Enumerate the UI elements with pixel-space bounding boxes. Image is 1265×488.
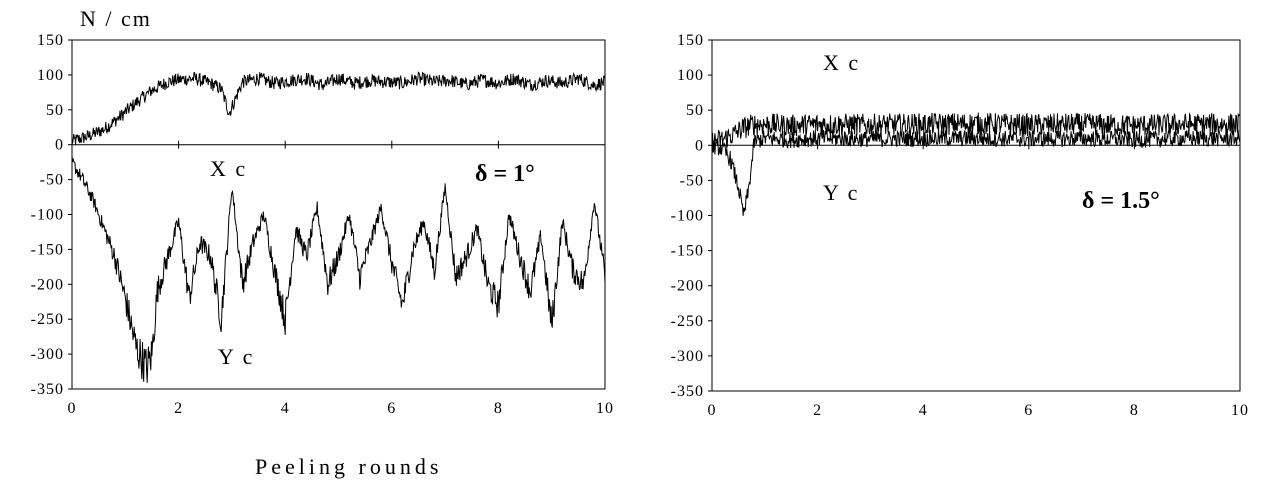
right-y-tick-label: -150 [671,243,704,260]
left-x-tick-label: 2 [174,400,183,417]
right-axes [708,39,1241,392]
left-y-tick-labels: 150 100 50 0 -50 -100 -150 -200 -250 -300 -350 [31,32,64,398]
right-y-tick-label: 50 [686,102,704,119]
left-y-tick-label: -150 [31,241,64,258]
unit-label: N / cm [80,6,152,31]
right-chart: 150 100 50 0 -50 -100 -150 -200 -250 -300 -350 0 2 4… [671,32,1249,419]
left-x-tick-labels: 0 2 4 6 8 10 [68,400,614,417]
right-series [711,112,1241,216]
x-axis-label: Peeling rounds [255,454,442,479]
right-y-tick-label: -250 [671,313,704,330]
left-series [71,71,606,383]
left-y-tick-label: 0 [55,137,64,154]
right-x-tick-label: 10 [1231,402,1249,419]
left-series-label-yc: Y c [218,344,254,369]
left-x-tick-label: 6 [387,400,396,417]
right-y-tick-label: -350 [671,383,704,400]
right-y-tick-label: -200 [671,278,704,295]
right-delta-annotation: δ = 1.5° [1082,188,1160,214]
left-y-tick-label: -200 [31,276,64,293]
right-y-tick-label: -300 [671,348,704,365]
right-x-tick-label: 4 [919,402,928,419]
left-y-tick-label: -50 [40,172,64,189]
right-y-tick-label: 150 [677,32,704,49]
left-x-tick-label: 8 [494,400,503,417]
left-chart: N / cm 150100500-50-100-150-200-250-300-… [31,6,614,417]
left-axes [68,39,606,390]
right-series-1-line [711,128,1241,216]
left-y-tick-label: -300 [31,346,64,363]
right-y-tick-label: -100 [671,208,704,225]
left-x-tick-label: 4 [281,400,290,417]
left-y-tick-label: 150 [37,32,64,49]
right-y-tick-label: 100 [677,67,704,84]
left-delta-annotation: δ = 1° [475,161,535,187]
left-y-tick-label: -250 [31,311,64,328]
right-series-label-xc: X c [823,50,860,75]
right-x-tick-label: 2 [813,402,822,419]
right-x-tick-labels: 0 2 4 6 8 10 [708,402,1249,419]
right-y-tick-labels: 150 100 50 0 -50 -100 -150 -200 -250 -300 -350 [671,32,704,400]
left-y-tick-label: 50 [46,102,64,119]
right-x-tick-label: 6 [1024,402,1033,419]
right-plot-frame [711,39,1241,392]
left-y-tick-label: -100 [31,207,64,224]
left-y-tick-label: -350 [31,381,64,398]
left-x-tick-label: 10 [596,400,614,417]
left-x-tick-label: 0 [68,400,77,417]
right-series-label-yc: Y c [823,180,859,205]
left-series-label-xc: X c [210,156,247,181]
right-x-tick-label: 8 [1130,402,1139,419]
right-series-0-line [711,112,1241,153]
right-x-tick-label: 0 [708,402,717,419]
right-y-tick-label: -50 [680,172,704,189]
right-y-tick-label: 0 [695,137,704,154]
left-series-1-line [71,155,606,383]
left-series-0-line [71,71,606,145]
left-y-tick-label: 100 [37,67,64,84]
